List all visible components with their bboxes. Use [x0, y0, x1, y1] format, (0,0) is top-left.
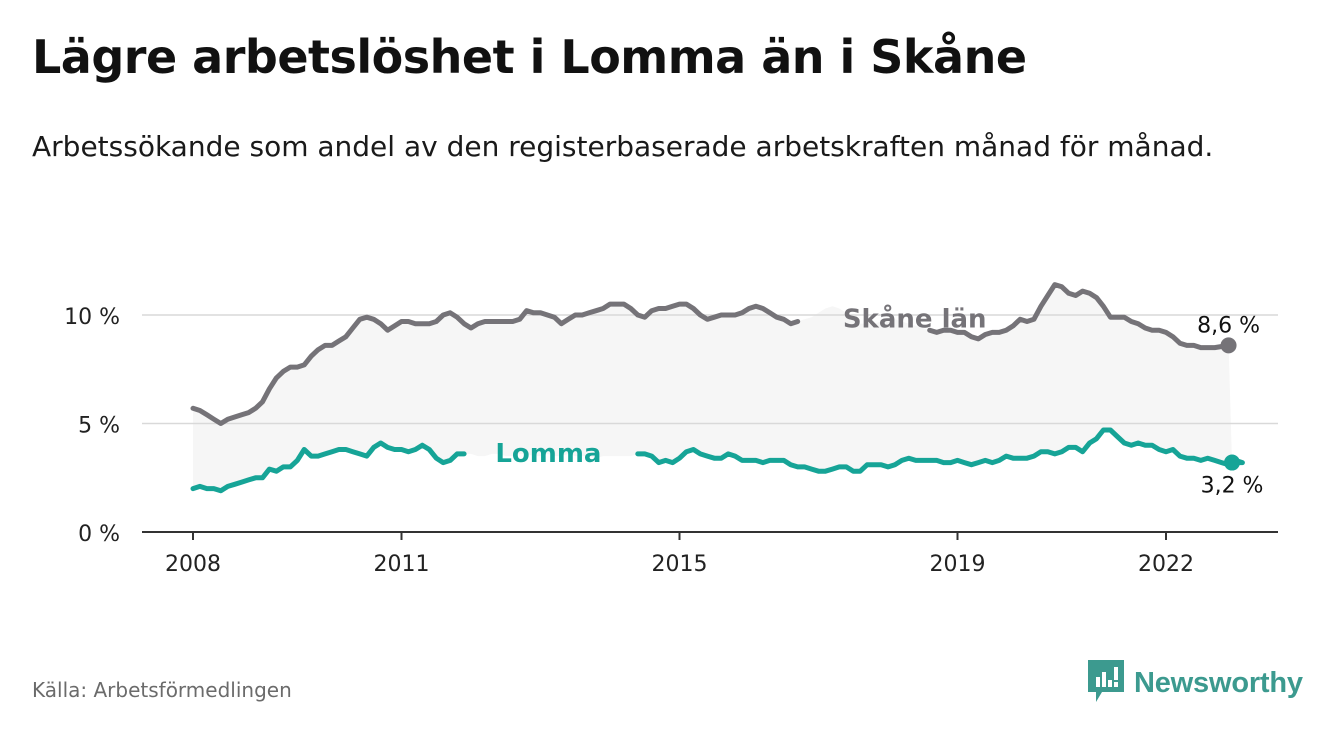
series-end-label: 3,2 %	[1201, 474, 1264, 499]
y-tick-label: 0 %	[78, 522, 120, 547]
newsworthy-logo-icon	[1088, 660, 1124, 706]
x-axis: 2008 2011 2015 2019 2022	[142, 531, 1278, 577]
brand-logo[interactable]: Newsworthy	[1088, 660, 1303, 706]
series-line-skane	[190, 282, 1232, 426]
chart-subtitle: Arbetssökande som andel av den registerb…	[32, 130, 1214, 163]
x-tick-label: 2008	[165, 552, 221, 577]
series-end-label: 8,6 %	[1197, 313, 1260, 338]
x-tick-label: 2015	[652, 552, 708, 577]
label-layer: 8,6 % Skåne län 3,2 % Lomma	[495, 302, 1263, 498]
y-tick-label: 10 %	[64, 305, 120, 330]
series-label: Lomma	[495, 439, 601, 469]
source-note: Källa: Arbetsförmedlingen	[32, 678, 292, 702]
gridlines	[142, 314, 1278, 425]
x-tick-label: 2019	[930, 552, 986, 577]
series-end-marker	[1224, 454, 1241, 471]
y-tick-label: 5 %	[78, 414, 120, 439]
x-tick-label: 2022	[1138, 552, 1194, 577]
y-axis: 0 % 5 % 10 %	[64, 305, 120, 547]
series-line-lomma	[190, 427, 1245, 494]
series-layer	[190, 282, 1245, 494]
x-tick-label: 2011	[374, 552, 430, 577]
chart-title: Lägre arbetslöshet i Lomma än i Skåne	[32, 30, 1027, 84]
range-band	[193, 284, 1243, 491]
line-chart: 2008 2011 2015 2019 2022 0 % 5 % 10 % 8,6 % Skå…	[64, 282, 1278, 577]
brand-name: Newsworthy	[1134, 666, 1303, 699]
series-label: Skåne län	[843, 302, 987, 334]
range-band-layer	[193, 284, 1243, 491]
series-end-marker	[1220, 337, 1237, 354]
